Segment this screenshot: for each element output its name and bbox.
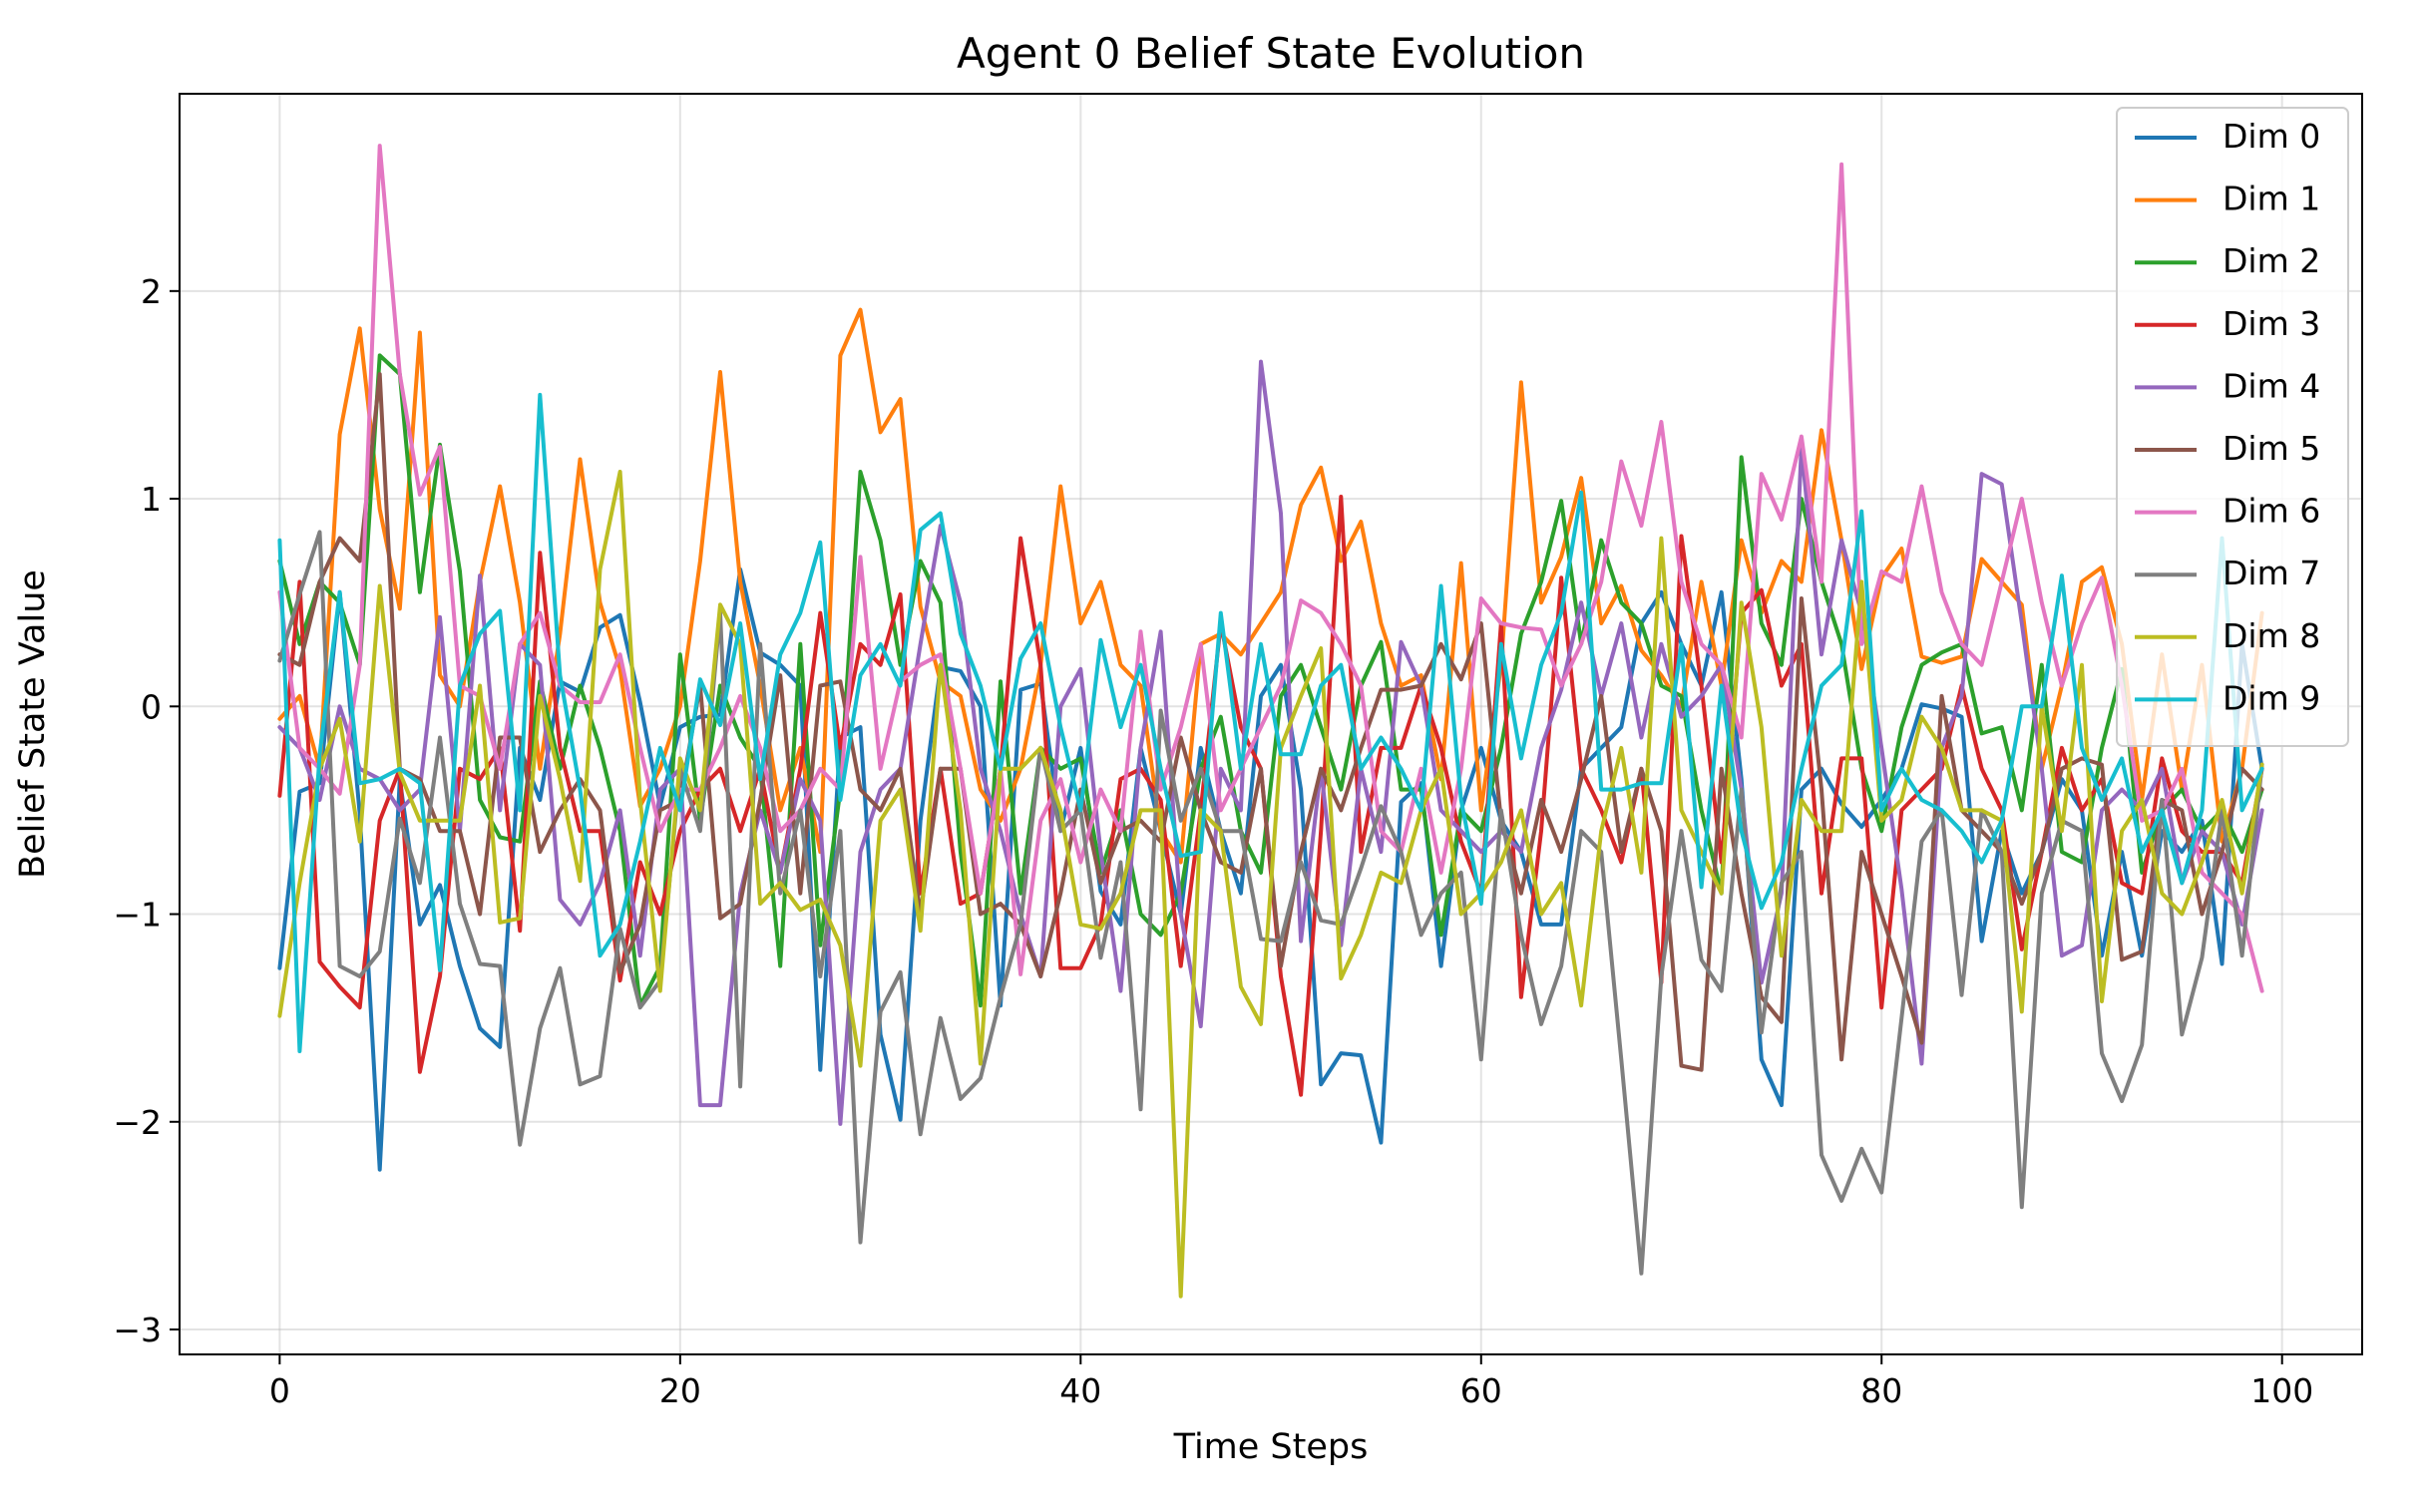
series-line-dim-0	[277, 567, 2264, 1172]
series-layer	[277, 144, 2264, 1299]
legend-label: Dim 9	[2223, 678, 2320, 717]
legend-label: Dim 5	[2223, 429, 2320, 468]
legend-label: Dim 6	[2223, 492, 2320, 531]
series-line-dim-9	[277, 392, 2264, 1053]
series-line-dim-4	[277, 359, 2264, 1126]
y-tick-label: −3	[113, 1311, 162, 1349]
series-line-dim-7	[277, 530, 2264, 1276]
x-tick-label: 0	[269, 1371, 290, 1410]
legend-box	[2116, 107, 2349, 747]
x-tick-label: 20	[659, 1371, 701, 1410]
legend-label: Dim 3	[2223, 304, 2320, 343]
legend-label: Dim 4	[2223, 366, 2320, 405]
y-tick-label: 1	[141, 480, 162, 519]
legend: Dim 0 Dim 1 Dim 2 Dim 3 Dim 4 Dim 5 Dim 6 Dim 7…	[2116, 107, 2349, 747]
ticks-layer: 0 20 40 60 80 100 −3 −2 −1 0 1 2	[113, 272, 2313, 1410]
x-axis-title: Time Steps	[1173, 1427, 1369, 1467]
x-tick-label: 40	[1059, 1371, 1101, 1410]
legend-label: Dim 1	[2223, 180, 2320, 218]
y-tick-label: −2	[113, 1103, 162, 1142]
y-tick-label: −1	[113, 896, 162, 935]
plot-frame	[179, 93, 2363, 1355]
x-tick-label: 60	[1460, 1371, 1502, 1410]
y-axis-title: Belief State Value	[13, 569, 53, 879]
y-tick-label: 2	[141, 272, 162, 311]
legend-label: Dim 7	[2223, 554, 2320, 592]
y-tick-label: 0	[141, 687, 162, 726]
legend-label: Dim 0	[2223, 117, 2320, 156]
chart-title: Agent 0 Belief State Evolution	[957, 29, 1585, 78]
x-tick-label: 80	[1860, 1371, 1902, 1410]
legend-label: Dim 8	[2223, 616, 2320, 655]
x-tick-label: 100	[2250, 1371, 2313, 1410]
legend-label: Dim 2	[2223, 241, 2320, 280]
series-line-dim-8	[277, 470, 2264, 1299]
series-line-dim-2	[277, 353, 2264, 1008]
